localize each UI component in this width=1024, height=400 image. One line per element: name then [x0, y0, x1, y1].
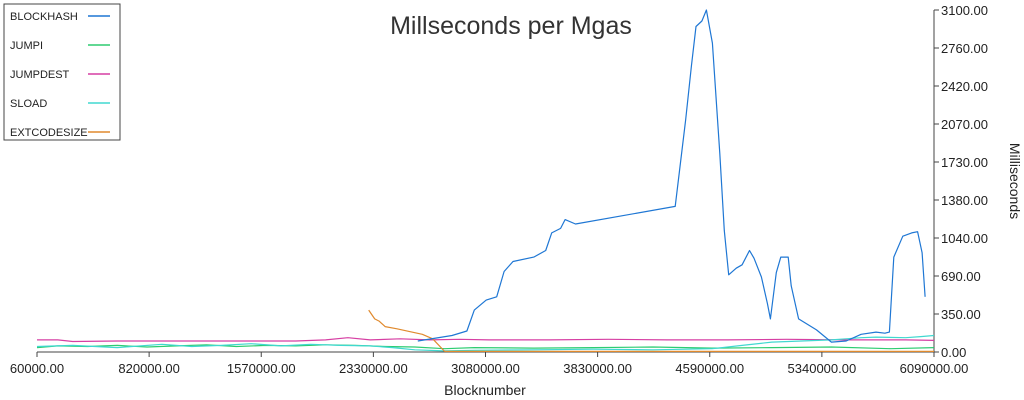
series-line-sload [36, 334, 935, 352]
legend-label-extcodesize: EXTCODESIZE [10, 127, 88, 139]
legend-label-blockhash: BLOCKHASH [10, 11, 78, 23]
x-axis-title: Blocknumber [444, 382, 526, 398]
y-tick-label: 3100.00 [941, 3, 988, 18]
legend-label-jumpdest: JUMPDEST [10, 69, 70, 81]
legend: BLOCKHASH JUMPI JUMPDEST SLOAD EXTCODESIZE [3, 3, 121, 141]
y-tick-label: 350.00 [941, 307, 981, 322]
y-tick-label: 690.00 [941, 269, 981, 284]
x-tick-label: 60000.00 [10, 361, 64, 376]
x-tick-label: 820000.00 [118, 361, 179, 376]
x-tick-label: 3830000.00 [563, 361, 632, 376]
y-tick-label: 2420.00 [941, 79, 988, 94]
x-tick-label: 1570000.00 [227, 361, 296, 376]
series-lines [36, 9, 935, 352]
x-tick-label: 4590000.00 [675, 361, 744, 376]
x-tick-label: 3080000.00 [451, 361, 520, 376]
legend-label-sload: SLOAD [10, 98, 47, 110]
y-tick-label: 2070.00 [941, 117, 988, 132]
x-tick-label: 2330000.00 [339, 361, 408, 376]
y-tick-label: 1040.00 [941, 231, 988, 246]
x-tick-label: 5340000.00 [788, 361, 857, 376]
y-tick-label: 1380.00 [941, 193, 988, 208]
y-tick-label: 1730.00 [941, 155, 988, 170]
x-axis-ticks: 60000.00 820000.00 1570000.00 2330000.00 308… [10, 352, 968, 376]
series-line-extcodesize [368, 309, 934, 352]
series-line-jumpdest [37, 337, 935, 343]
series-line-blockhash [417, 9, 926, 343]
y-axis-title: Milliseconds [1007, 143, 1023, 219]
y-tick-label: 0.00 [941, 345, 966, 360]
legend-label-jumpi: JUMPI [10, 40, 43, 52]
y-axis-ticks: 0.00 350.00 690.00 1040.00 1380.00 1730.00 207… [934, 3, 988, 360]
chart-title: Millseconds per Mgas [390, 12, 632, 40]
legend-box [3, 3, 121, 141]
y-tick-label: 2760.00 [941, 41, 988, 56]
x-tick-label: 6090000.00 [900, 361, 969, 376]
